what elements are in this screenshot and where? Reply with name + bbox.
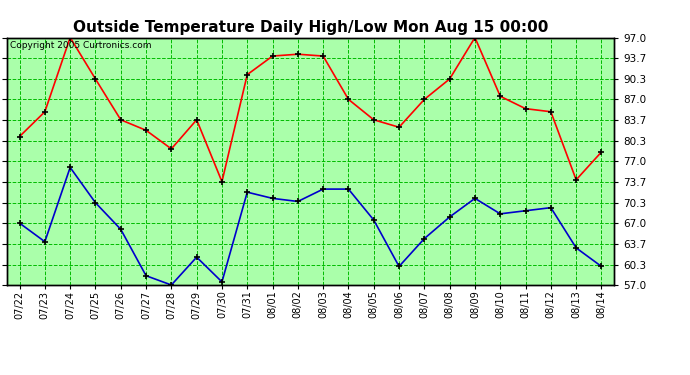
Title: Outside Temperature Daily High/Low Mon Aug 15 00:00: Outside Temperature Daily High/Low Mon A…: [73, 20, 548, 35]
Text: Copyright 2005 Curtronics.com: Copyright 2005 Curtronics.com: [10, 41, 151, 50]
